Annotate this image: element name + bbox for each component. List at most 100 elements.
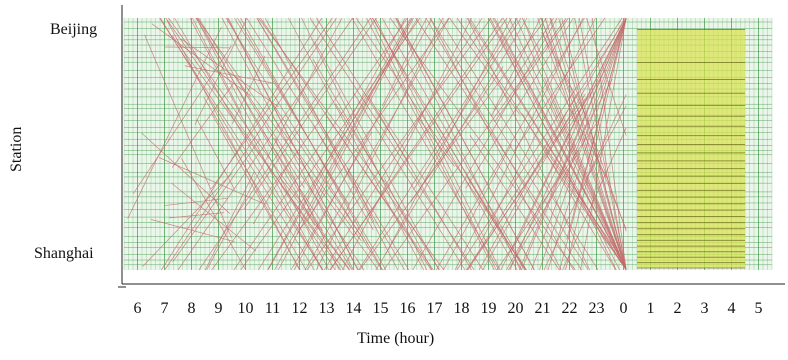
train-path <box>142 173 233 267</box>
train-path <box>454 17 584 271</box>
train-path <box>547 17 627 271</box>
train-path <box>301 17 428 271</box>
train-path <box>335 103 440 271</box>
train-path <box>456 17 623 271</box>
train-path <box>196 119 235 190</box>
train-path <box>515 17 627 271</box>
x-tick-label: 14 <box>346 300 362 317</box>
train-path <box>549 17 627 271</box>
train-path <box>151 219 235 242</box>
train-path <box>546 155 627 271</box>
train-path <box>531 17 627 271</box>
train-path <box>181 157 247 271</box>
train-path <box>231 55 266 125</box>
train-path <box>243 17 377 210</box>
train-path <box>144 34 232 238</box>
x-tick-label: 15 <box>373 300 389 317</box>
train-path <box>367 95 472 271</box>
x-tick-label: 5 <box>755 300 763 317</box>
train-path <box>384 178 433 271</box>
train-path <box>466 17 591 271</box>
train-path <box>543 94 627 271</box>
train-path <box>279 183 336 271</box>
train-path <box>494 17 569 123</box>
train-path <box>540 17 627 271</box>
train-path <box>161 17 323 271</box>
train-path <box>132 45 232 195</box>
train-path <box>329 17 508 271</box>
train-path <box>342 17 472 271</box>
train-path <box>429 17 589 271</box>
train-path <box>366 17 495 271</box>
train-path <box>195 17 323 231</box>
train-path <box>184 65 274 84</box>
train-path <box>591 17 627 271</box>
x-tick-label: 3 <box>701 300 709 317</box>
x-tick-label: 0 <box>620 300 628 317</box>
y-axis-title: Station <box>8 126 25 172</box>
train-path <box>378 109 484 271</box>
x-tick-label: 8 <box>188 300 196 317</box>
train-path <box>314 41 440 271</box>
train-path <box>164 197 228 206</box>
train-path <box>172 83 234 168</box>
x-tick-label: 19 <box>481 300 497 317</box>
train-path <box>574 17 627 271</box>
train-path <box>541 32 586 114</box>
train-path <box>313 124 374 231</box>
train-path <box>271 102 365 242</box>
train-path <box>195 17 330 271</box>
x-tick-label: 17 <box>427 300 443 317</box>
train-path <box>490 17 554 117</box>
train-path <box>385 17 512 255</box>
train-path <box>351 17 500 271</box>
train-path <box>235 76 365 271</box>
x-tick-label: 10 <box>238 300 254 317</box>
train-path <box>170 182 257 252</box>
train-path <box>489 17 617 271</box>
train-path <box>586 17 627 136</box>
train-path <box>293 17 433 271</box>
train-path <box>389 17 576 271</box>
x-axis-title: Time (hour) <box>357 330 435 347</box>
train-path <box>169 212 225 219</box>
train-path <box>425 17 574 271</box>
train-path <box>544 17 627 271</box>
train-path <box>246 17 343 172</box>
train-path <box>304 17 450 271</box>
x-tick-label: 22 <box>562 300 578 317</box>
train-path <box>326 116 434 271</box>
train-path <box>449 17 520 115</box>
train-path <box>568 77 601 128</box>
train-path <box>164 46 231 49</box>
train-path <box>352 91 466 271</box>
train-path <box>211 91 341 271</box>
train-path <box>323 17 483 271</box>
train-path <box>296 17 450 235</box>
x-tick-label: 4 <box>728 300 736 317</box>
train-path <box>435 17 585 271</box>
train-path <box>267 17 406 271</box>
train-path <box>544 77 627 271</box>
x-tick-label: 16 <box>400 300 416 317</box>
train-path <box>252 161 291 225</box>
train-path <box>412 17 558 271</box>
train-path <box>151 23 252 97</box>
train-path <box>165 17 341 271</box>
train-path <box>469 17 627 271</box>
train-path <box>372 17 518 271</box>
train-path <box>192 17 242 114</box>
station-label-beijing: Beijing <box>50 21 98 38</box>
train-path <box>160 17 315 271</box>
train-path <box>158 157 264 204</box>
train-path <box>478 91 579 271</box>
train-path <box>488 17 621 271</box>
train-path <box>198 17 305 188</box>
x-tick-label: 11 <box>265 300 280 317</box>
train-path <box>240 17 421 271</box>
x-tick-label: 23 <box>589 300 605 317</box>
train-path <box>225 17 383 271</box>
maintenance-window <box>637 29 745 269</box>
